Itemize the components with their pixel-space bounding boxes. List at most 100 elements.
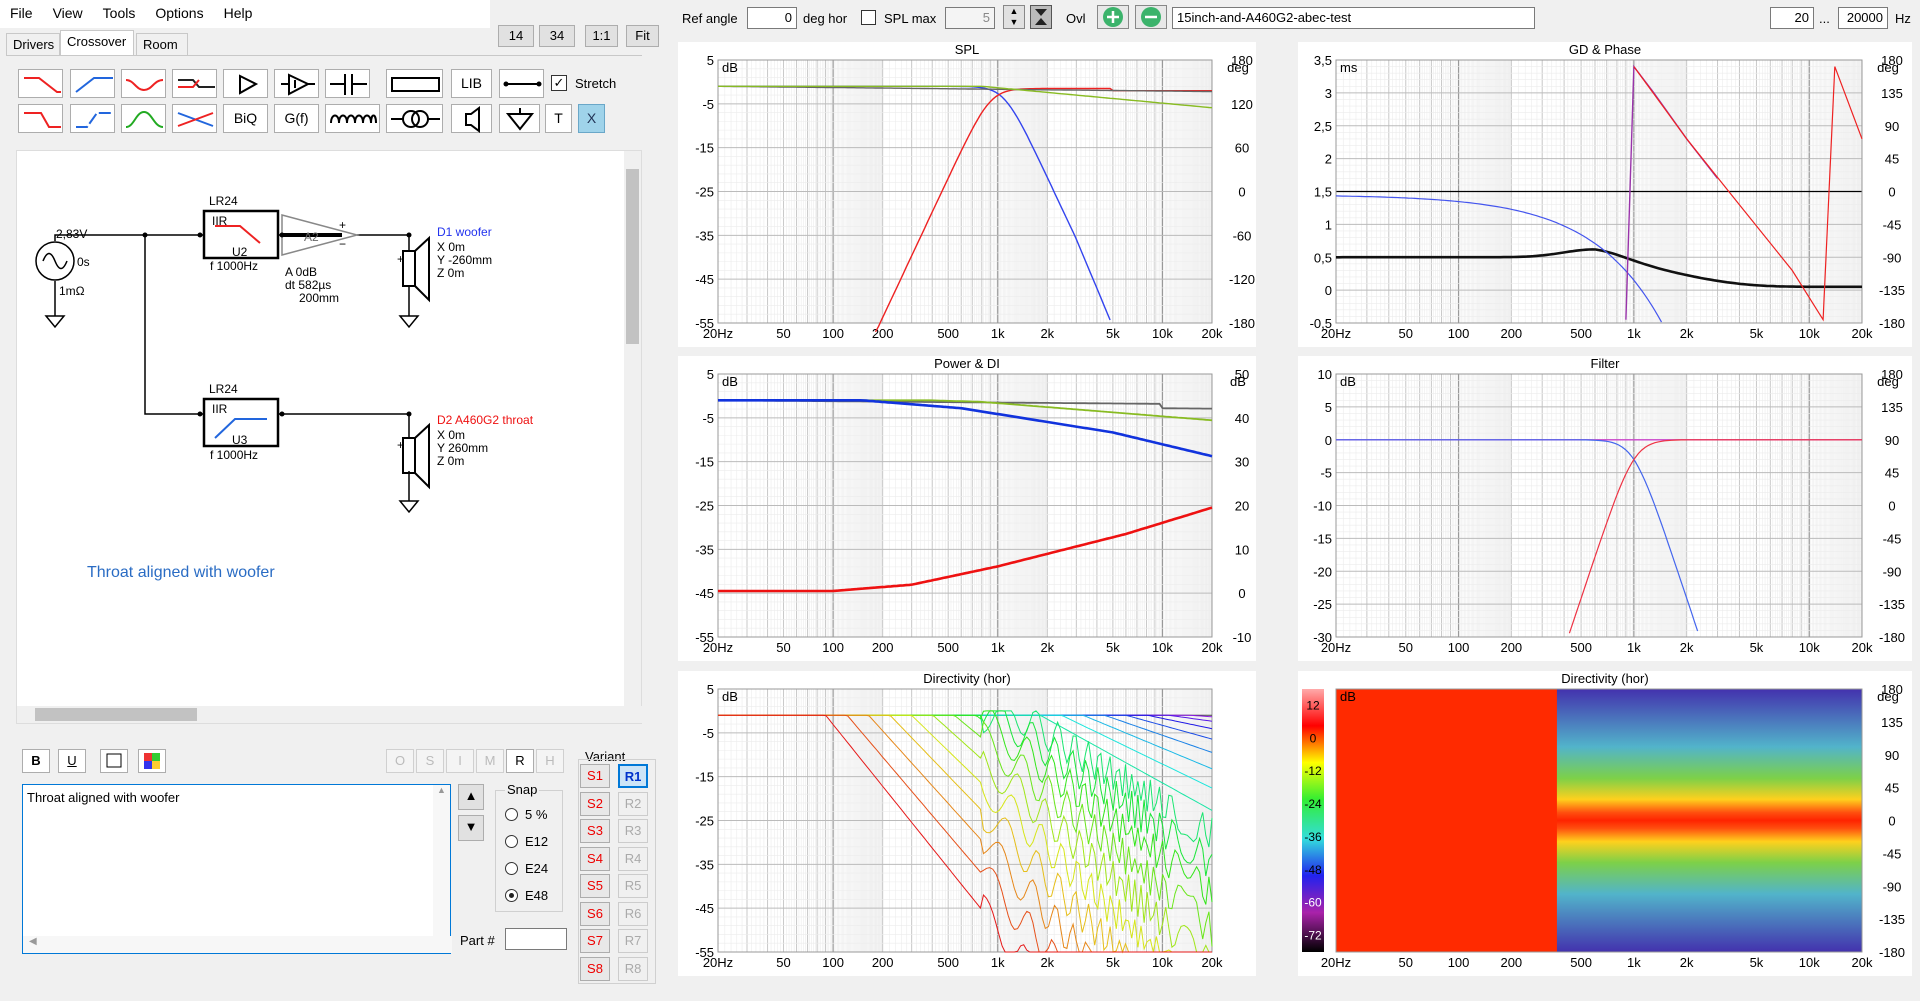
- bandpass-tool[interactable]: [121, 104, 166, 133]
- directivity-plot[interactable]: 20Hz 50 100 200 500 1k 2k 5k 10k 20k 5 -5 -15 -25 -35 -…: [678, 671, 1256, 976]
- pdi-freq-tick: 20Hz: [703, 640, 733, 655]
- editor-hscroll[interactable]: ◀: [23, 936, 452, 953]
- variant-s1-button[interactable]: S1: [580, 764, 610, 788]
- wire-tool[interactable]: [499, 69, 544, 98]
- variant-s5-button[interactable]: S5: [580, 874, 610, 898]
- spl-max-input[interactable]: 5: [945, 7, 995, 29]
- vertical-scroll-thumb[interactable]: [626, 169, 639, 344]
- opamp-tool[interactable]: [274, 69, 319, 98]
- frame-button[interactable]: [100, 749, 128, 773]
- part-number-input[interactable]: [505, 928, 567, 950]
- color-button[interactable]: [138, 749, 166, 773]
- resistor-tool[interactable]: [386, 69, 443, 98]
- move-down-button[interactable]: ▼: [458, 815, 484, 841]
- m-button[interactable]: M: [476, 749, 504, 773]
- spl-max-spinner[interactable]: ▲ ▼: [1003, 5, 1025, 29]
- variant-r5-button[interactable]: R5: [618, 874, 648, 898]
- buffer-tool[interactable]: [223, 69, 268, 98]
- snap-e24-radio[interactable]: E24: [505, 861, 548, 876]
- filter-highpass-curve: [1568, 439, 1862, 634]
- menu-tools[interactable]: Tools: [102, 5, 136, 21]
- directivity-map-plot[interactable]: 20Hz 50 100 200 500 1k 2k 5k 10k 20k 180 135 90 45 0 -4…: [1298, 671, 1912, 976]
- menu-view[interactable]: View: [52, 5, 83, 21]
- horizontal-scroll-thumb[interactable]: [35, 708, 197, 721]
- snap-e48-radio[interactable]: E48: [505, 888, 548, 903]
- transformer-tool[interactable]: [386, 104, 443, 133]
- variant-r6-button[interactable]: R6: [618, 901, 648, 926]
- zoom-34-button[interactable]: 34: [539, 25, 575, 47]
- ground-tool[interactable]: [499, 104, 540, 133]
- transfer-function-tool[interactable]: G(f): [274, 104, 319, 133]
- shelf-tool[interactable]: [172, 69, 217, 98]
- tab-crossover[interactable]: Crossover: [60, 30, 134, 55]
- variant-s4-button[interactable]: S4: [580, 846, 610, 871]
- menu-options[interactable]: Options: [155, 5, 204, 21]
- spl-fit-button[interactable]: [1030, 5, 1052, 29]
- delete-tool[interactable]: X: [578, 104, 605, 133]
- ref-angle-input[interactable]: 0: [747, 7, 797, 29]
- horizontal-scrollbar[interactable]: [17, 706, 643, 723]
- lowpass-2-tool[interactable]: [18, 104, 63, 133]
- move-up-button[interactable]: ▲: [458, 784, 484, 810]
- filter-plot[interactable]: 20Hz 50 100 200 500 1k 2k 5k 10k 20k 10 5 0 -5 -10 -15-…: [1298, 356, 1912, 661]
- library-tool[interactable]: LIB: [451, 69, 492, 98]
- editor-vscroll[interactable]: ▲: [433, 785, 450, 937]
- project-name-input[interactable]: 15inch-and-A460G2-abec-test: [1172, 7, 1535, 29]
- variant-r3-button[interactable]: R3: [618, 819, 648, 843]
- highpass-1-tool[interactable]: [70, 69, 115, 98]
- variant-r2-button[interactable]: R2: [618, 791, 648, 816]
- remove-overlay-button[interactable]: [1135, 5, 1167, 29]
- lowpass-1-tool[interactable]: [18, 69, 63, 98]
- capacitor-tool[interactable]: [325, 69, 370, 98]
- add-overlay-button[interactable]: [1097, 5, 1129, 29]
- stretch-checkbox[interactable]: ✓: [551, 75, 567, 91]
- biquad-tool[interactable]: BiQ: [223, 104, 268, 133]
- zoom-1to1-button[interactable]: 1:1: [585, 25, 618, 47]
- note-text-editor[interactable]: Throat aligned with woofer ▲ ◀: [22, 784, 452, 954]
- s-button[interactable]: S: [416, 749, 444, 773]
- zoom-14-button[interactable]: 14: [498, 25, 534, 47]
- variant-group: [578, 759, 656, 984]
- variant-s6-button[interactable]: S6: [580, 901, 610, 926]
- power-di-plot[interactable]: 20Hz 50 100 200 500 1k 2k 5k 10k 20k 5 -5 -15 -25 -35-…: [678, 356, 1256, 661]
- variant-r8-button[interactable]: R8: [618, 956, 648, 981]
- snap-e12-radio[interactable]: E12: [505, 834, 548, 849]
- bandstop-tool[interactable]: [121, 69, 166, 98]
- highpass-2-tool[interactable]: [70, 104, 115, 133]
- variant-r7-button[interactable]: R7: [618, 929, 648, 953]
- tab-room[interactable]: Room: [136, 33, 188, 55]
- text-tool[interactable]: T: [545, 104, 572, 133]
- d1-name[interactable]: D1 woofer: [437, 225, 492, 239]
- driver-tool[interactable]: [451, 104, 492, 133]
- variant-s8-button[interactable]: S8: [580, 956, 610, 981]
- allpass-tool[interactable]: [172, 104, 217, 133]
- freq-high-input[interactable]: 20000: [1838, 7, 1888, 29]
- underline-button[interactable]: U: [58, 749, 86, 773]
- i-button[interactable]: I: [446, 749, 474, 773]
- zoom-fit-button[interactable]: Fit: [626, 25, 659, 47]
- menu-help[interactable]: Help: [223, 5, 253, 21]
- freq-low-input[interactable]: 20: [1770, 7, 1814, 29]
- bold-button[interactable]: B: [22, 749, 50, 773]
- gd-phase-plot[interactable]: 20Hz 50 100 200 500 1k 2k 5k 10k 20k 3,5 3 2,5 2 1,5 1 0…: [1298, 42, 1912, 347]
- menu-file[interactable]: File: [10, 5, 33, 21]
- variant-r4-button[interactable]: R4: [618, 846, 648, 871]
- inductor-tool[interactable]: [325, 104, 380, 133]
- scale-tick: -24: [1304, 797, 1322, 811]
- o-button[interactable]: O: [386, 749, 414, 773]
- vertical-scrollbar[interactable]: [624, 151, 641, 706]
- tab-drivers[interactable]: Drivers: [6, 33, 60, 55]
- variant-s2-button[interactable]: S2: [580, 791, 610, 816]
- variant-r1-button[interactable]: R1: [618, 764, 648, 788]
- schematic-canvas[interactable]: + + + − A2 2,83V 0s 1mΩ LR24 IIR U2 f 1000Hz…: [16, 150, 643, 724]
- variant-s7-button[interactable]: S7: [580, 929, 610, 953]
- variant-s3-button[interactable]: S3: [580, 819, 610, 843]
- r-button[interactable]: R: [506, 749, 534, 773]
- schematic-note[interactable]: Throat aligned with woofer: [87, 564, 275, 581]
- gd-freq-tick: 200: [1500, 326, 1522, 341]
- snap-5-radio[interactable]: 5 %: [505, 807, 547, 822]
- d2-name[interactable]: D2 A460G2 throat: [437, 413, 534, 427]
- spl-max-checkbox[interactable]: [861, 10, 876, 25]
- h-button[interactable]: H: [536, 749, 564, 773]
- spl-plot[interactable]: 20Hz 50 100 200 500 1k 2k 5k 10k 20k 5 -5 -15 -25 -35 -…: [678, 42, 1256, 347]
